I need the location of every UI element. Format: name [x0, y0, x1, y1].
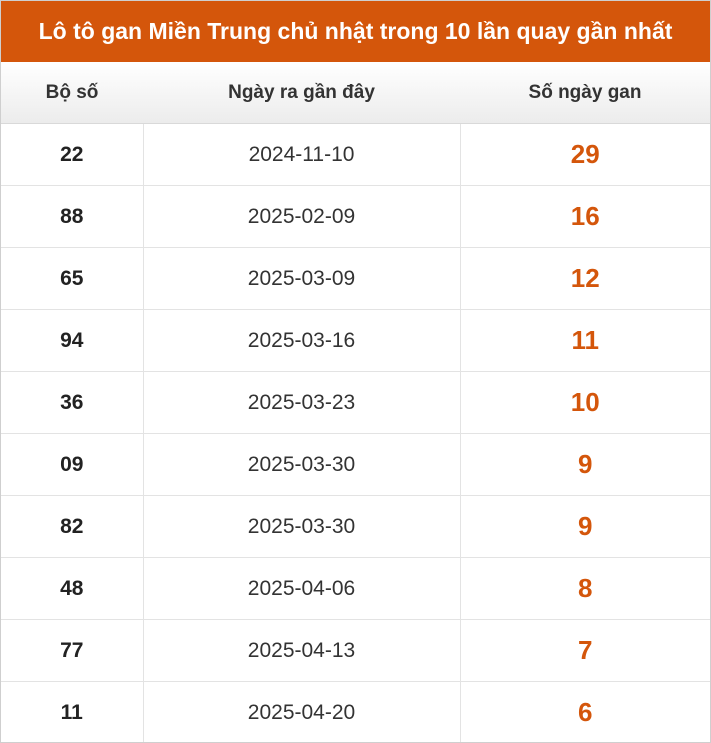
- row-number: 48: [1, 557, 144, 620]
- row-gan: 16: [460, 185, 710, 248]
- row-gan: 9: [460, 433, 710, 496]
- row-number: 22: [1, 123, 144, 186]
- gan-table: Bộ số Ngày ra gần đây Số ngày gan 22 202…: [1, 62, 710, 742]
- row-gan: 29: [460, 123, 710, 186]
- table-row: 36 2025-03-23 10: [1, 371, 710, 434]
- row-date: 2025-04-20: [143, 681, 461, 742]
- table-row: 48 2025-04-06 8: [1, 557, 710, 620]
- row-date: 2025-02-09: [143, 185, 461, 248]
- row-gan: 10: [460, 371, 710, 434]
- table-row: 88 2025-02-09 16: [1, 185, 710, 248]
- table-row: 11 2025-04-20 6: [1, 681, 710, 742]
- table-row: 09 2025-03-30 9: [1, 433, 710, 496]
- table-row: 22 2024-11-10 29: [1, 123, 710, 186]
- row-gan: 8: [460, 557, 710, 620]
- row-date: 2024-11-10: [143, 123, 461, 186]
- row-gan: 6: [578, 697, 593, 727]
- row-date: 2025-04-06: [143, 557, 461, 620]
- row-number: 65: [1, 247, 144, 310]
- row-gan: 9: [460, 495, 710, 558]
- header-number: Bộ số: [1, 62, 143, 124]
- table-header-row: Bộ số Ngày ra gần đây Số ngày gan: [1, 62, 710, 124]
- table-row: 77 2025-04-13 7: [1, 619, 710, 682]
- row-date: 2025-03-23: [143, 371, 461, 434]
- row-number: 09: [1, 433, 144, 496]
- row-date: 2025-03-09: [143, 247, 461, 310]
- row-date: 2025-03-30: [143, 433, 461, 496]
- table-row: 82 2025-03-30 9: [1, 495, 710, 558]
- table-row: 94 2025-03-16 11: [1, 309, 710, 372]
- row-date: 2025-04-13: [143, 619, 461, 682]
- row-date: 2025-03-30: [143, 495, 461, 558]
- row-number: 11: [1, 681, 144, 742]
- table-row: 65 2025-03-09 12: [1, 247, 710, 310]
- row-number: 88: [1, 185, 144, 248]
- header-gan-days: Số ngày gan: [460, 62, 710, 124]
- row-date: 2025-03-16: [143, 309, 461, 372]
- row-number: 94: [1, 309, 144, 372]
- table-title: Lô tô gan Miền Trung chủ nhật trong 10 l…: [1, 1, 710, 62]
- row-gan: 12: [460, 247, 710, 310]
- row-number: 77: [1, 619, 144, 682]
- row-gan: 7: [460, 619, 710, 682]
- row-gan: 11: [460, 309, 710, 372]
- row-number: 36: [1, 371, 144, 434]
- header-last-date: Ngày ra gần đây: [143, 62, 460, 124]
- row-number: 82: [1, 495, 144, 558]
